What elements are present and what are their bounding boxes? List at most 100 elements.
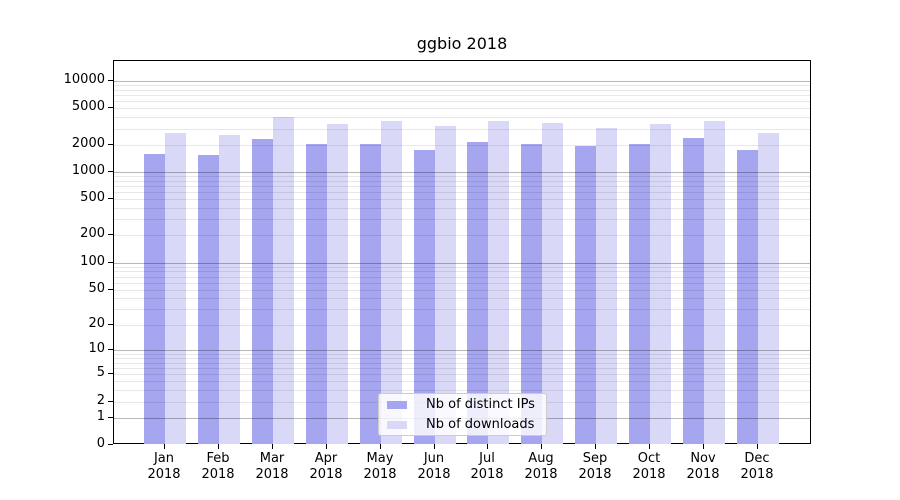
gridline xyxy=(114,381,810,382)
legend-swatch xyxy=(387,400,407,409)
legend: Nb of distinct IPs Nb of downloads xyxy=(378,393,547,436)
x-axis-tick xyxy=(703,444,704,449)
gridline xyxy=(114,192,810,193)
gridline xyxy=(114,129,810,130)
gridline xyxy=(114,390,810,391)
x-axis-tick xyxy=(326,444,327,449)
x-axis-tick-label: Aug 2018 xyxy=(524,451,558,482)
x-axis-tick xyxy=(272,444,273,449)
y-axis-tick xyxy=(108,171,113,172)
bar-distinct-ips xyxy=(575,146,597,444)
y-axis-tick-label: 500 xyxy=(80,190,105,205)
gridline xyxy=(114,309,810,310)
gridline xyxy=(114,271,810,272)
gridline xyxy=(114,290,810,291)
y-axis-tick-label: 1 xyxy=(96,409,105,424)
gridline xyxy=(114,117,810,118)
gridline xyxy=(114,358,810,359)
gridline xyxy=(114,108,810,109)
legend-swatch xyxy=(387,420,407,429)
bar-distinct-ips xyxy=(198,155,220,444)
bar-downloads xyxy=(542,122,564,444)
x-axis-tick-label: Apr 2018 xyxy=(309,451,343,482)
gridline xyxy=(114,235,810,236)
bar-downloads xyxy=(380,121,402,444)
x-axis-tick-label: May 2018 xyxy=(363,451,397,482)
y-axis-tick xyxy=(108,444,113,445)
bar-downloads xyxy=(649,123,671,444)
bar-downloads xyxy=(273,117,294,444)
y-axis-tick xyxy=(108,198,113,199)
y-axis-tick xyxy=(108,262,113,263)
bar-distinct-ips xyxy=(467,141,489,444)
gridline xyxy=(114,283,810,284)
y-axis-tick xyxy=(108,349,113,350)
y-axis-tick-label: 5000 xyxy=(71,99,105,114)
bar-distinct-ips xyxy=(628,144,650,444)
bar-downloads xyxy=(434,126,456,444)
gridline xyxy=(114,90,810,91)
gridline xyxy=(114,81,810,82)
y-axis-tick-label: 1000 xyxy=(71,163,105,178)
x-axis-tick xyxy=(434,444,435,449)
y-axis-tick xyxy=(108,80,113,81)
x-axis-tick xyxy=(595,444,596,449)
y-axis-tick-label: 2 xyxy=(96,393,105,408)
gridline xyxy=(114,325,810,326)
x-axis-tick-label: Jun 2018 xyxy=(417,451,451,482)
gridline xyxy=(114,95,810,96)
x-axis-tick-label: Sep 2018 xyxy=(578,451,612,482)
x-axis-tick-label: Dec 2018 xyxy=(740,451,774,482)
gridline xyxy=(114,363,810,364)
bar-distinct-ips xyxy=(413,150,435,444)
y-axis-tick-label: 10 xyxy=(88,341,105,356)
legend-entry: Nb of downloads xyxy=(387,417,538,433)
gridline xyxy=(114,354,810,355)
y-axis-tick xyxy=(108,234,113,235)
gridline xyxy=(114,181,810,182)
bar-downloads xyxy=(326,124,348,444)
gridline xyxy=(114,101,810,102)
y-axis-tick-label: 5 xyxy=(96,365,105,380)
bar-distinct-ips xyxy=(682,138,704,444)
legend-label: Nb of distinct IPs xyxy=(426,396,535,412)
gridline xyxy=(114,368,810,369)
grid-layer xyxy=(114,61,810,443)
bar-distinct-ips xyxy=(144,154,166,444)
legend-entry: Nb of distinct IPs xyxy=(387,397,538,413)
x-axis-tick-label: Jul 2018 xyxy=(470,451,504,482)
gridline xyxy=(114,298,810,299)
y-axis-tick xyxy=(108,289,113,290)
y-axis-tick-label: 20 xyxy=(88,316,105,331)
bar-downloads xyxy=(703,121,725,444)
x-axis-tick xyxy=(757,444,758,449)
gridline xyxy=(114,145,810,146)
y-axis-tick-label: 200 xyxy=(80,226,105,241)
gridline xyxy=(114,176,810,177)
gridline xyxy=(114,350,810,351)
bar-distinct-ips xyxy=(305,144,327,444)
gridline xyxy=(114,267,810,268)
gridline xyxy=(114,85,810,86)
bar-downloads xyxy=(219,135,241,444)
x-axis-tick-label: Feb 2018 xyxy=(201,451,235,482)
y-axis-tick-label: 10000 xyxy=(63,72,105,87)
bars-layer xyxy=(114,61,810,444)
x-axis-tick-label: Nov 2018 xyxy=(686,451,720,482)
bar-distinct-ips xyxy=(252,138,273,444)
y-axis-tick xyxy=(108,107,113,108)
x-axis-tick-label: Oct 2018 xyxy=(632,451,666,482)
bar-distinct-ips xyxy=(521,143,543,444)
x-axis-tick xyxy=(541,444,542,449)
x-axis-tick xyxy=(649,444,650,449)
bar-downloads xyxy=(596,127,618,444)
gridline xyxy=(114,277,810,278)
y-axis-tick-label: 0 xyxy=(96,436,105,451)
x-axis-tick-label: Jan 2018 xyxy=(147,451,181,482)
bar-downloads xyxy=(757,132,779,444)
gridline xyxy=(114,199,810,200)
gridline xyxy=(114,374,810,375)
plot-area xyxy=(113,60,811,444)
gridline xyxy=(114,186,810,187)
